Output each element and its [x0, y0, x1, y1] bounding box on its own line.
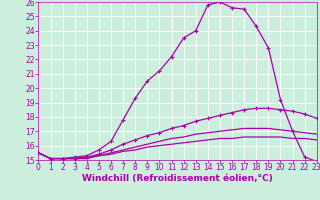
- X-axis label: Windchill (Refroidissement éolien,°C): Windchill (Refroidissement éolien,°C): [82, 174, 273, 183]
